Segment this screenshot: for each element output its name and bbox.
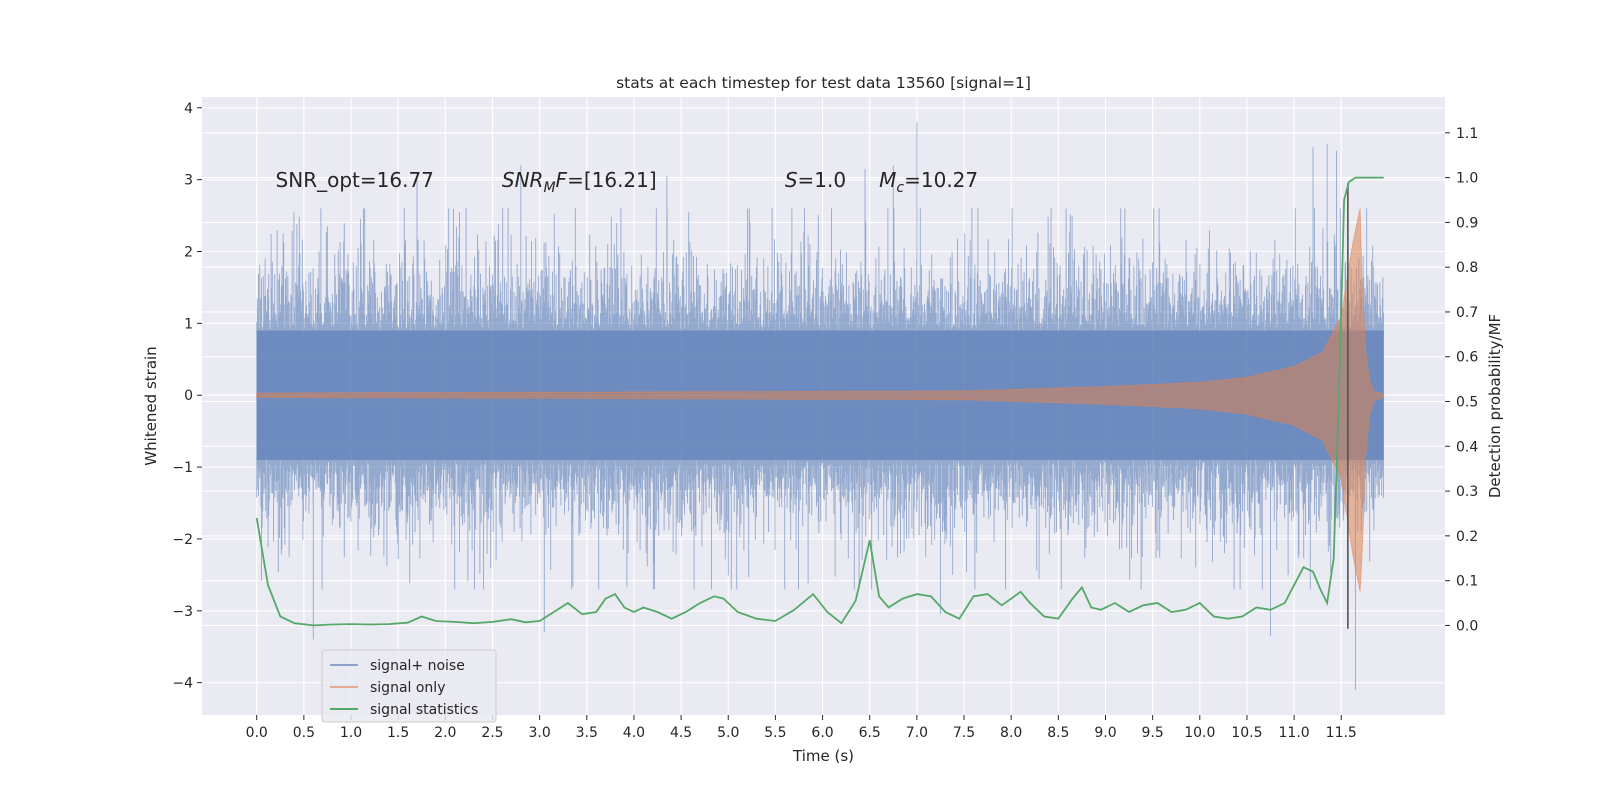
legend-label: signal+ noise [370,658,465,674]
y-tick-label: 3 [184,173,193,189]
annotation-part: =10.27 [904,168,978,192]
y-tick-label: −4 [172,676,193,692]
stats-line [255,176,1384,627]
x-tick-label: 9.5 [1142,725,1164,741]
annotation-text: SNR_opt=16.77 [276,168,434,192]
y2-tick-label: 0.7 [1456,305,1478,321]
y2-tick-label: 0.2 [1456,529,1478,545]
x-axis-title: Time (s) [792,747,854,765]
x-tick-label: 10.0 [1184,725,1215,741]
annotations: SNR_opt=16.77 SNRMF=[16.21] S=1.0 Mc=10.27 [276,168,979,196]
x-tick-label: 6.0 [811,725,833,741]
x-tick-label: 2.0 [434,725,456,741]
x-tick-label: 11.0 [1279,725,1310,741]
x-tick-label: 5.5 [764,725,786,741]
annotation-part: SNR [502,168,544,192]
x-tick-label: 2.5 [481,725,503,741]
annotation-part: c [896,180,904,196]
annotation-text: SNRMF=[16.21] [502,168,657,196]
x-tick-label: 1.5 [387,725,409,741]
annotation-part: S [785,168,798,192]
x-tick-label: 3.0 [528,725,550,741]
y-tick-label: 4 [184,101,193,117]
y2-tick-label: 0.4 [1456,439,1478,455]
annotation-part: =[16.21] [567,168,657,192]
y2-tick-label: 0.0 [1456,618,1478,634]
legend-label: signal only [370,680,445,696]
y2-tick-label: 1.1 [1456,126,1478,142]
y-tick-label: 1 [184,316,193,332]
signal-series [256,208,1385,592]
x-tick-label: 7.5 [953,725,975,741]
x-tick-label: 9.0 [1094,725,1116,741]
x-tick-label: 8.5 [1047,725,1069,741]
y2-tick-label: 0.6 [1456,350,1478,366]
x-tick-label: 4.5 [670,725,692,741]
x-tick-label: 0.0 [246,725,268,741]
y2-axis-title: Detection probability/MF [1486,314,1504,498]
signal-envelope [256,208,1385,592]
legend: signal+ noise signal only signal statistic… [321,649,497,723]
annotation-part: M [879,168,896,192]
x-tick-label: 7.0 [906,725,928,741]
x-tick-label: 8.0 [1000,725,1022,741]
y-tick-label: 0 [184,388,193,404]
y2-tick-label: 1.0 [1456,171,1478,187]
y2-tick-label: 0.9 [1456,215,1478,231]
y-tick-label: −1 [172,460,193,476]
y-tick-label: −2 [172,532,193,548]
legend-label: signal statistics [370,702,478,718]
x-tick-label: 6.5 [859,725,881,741]
y-tick-label: 2 [184,245,193,261]
x-tick-label: 0.5 [293,725,315,741]
x-tick-label: 11.5 [1326,725,1357,741]
chart-title: stats at each timestep for test data 135… [616,74,1031,92]
annotation-text: S=1.0 [785,168,846,192]
annotation-part: M [543,180,555,196]
annotation-part: =1.0 [798,168,847,192]
y-axis-title: Whitened strain [142,346,160,465]
y-tick-label: −3 [172,604,193,620]
axes-layer: 0.0 0.5 1.0 1.5 2.0 2.5 3.0 3.5 4.0 4.5 5.0 5.5 6.0 6… [142,74,1504,765]
annotation-part: SNR_opt=16.77 [276,168,434,192]
y2-tick-label: 0.3 [1456,484,1478,500]
y2-tick-label: 0.5 [1456,395,1478,411]
stats-series [255,176,1384,627]
x-tick-label: 3.5 [576,725,598,741]
x-tick-label: 5.0 [717,725,739,741]
y2-tick-label: 0.8 [1456,260,1478,276]
y2-tick-label: 0.1 [1456,574,1478,590]
x-tick-label: 1.0 [340,725,362,741]
x-tick-label: 4.0 [623,725,645,741]
legend-box [321,649,497,723]
annotation-part: F [556,168,568,192]
annotation-text: Mc=10.27 [879,168,978,196]
x-tick-label: 10.5 [1231,725,1262,741]
